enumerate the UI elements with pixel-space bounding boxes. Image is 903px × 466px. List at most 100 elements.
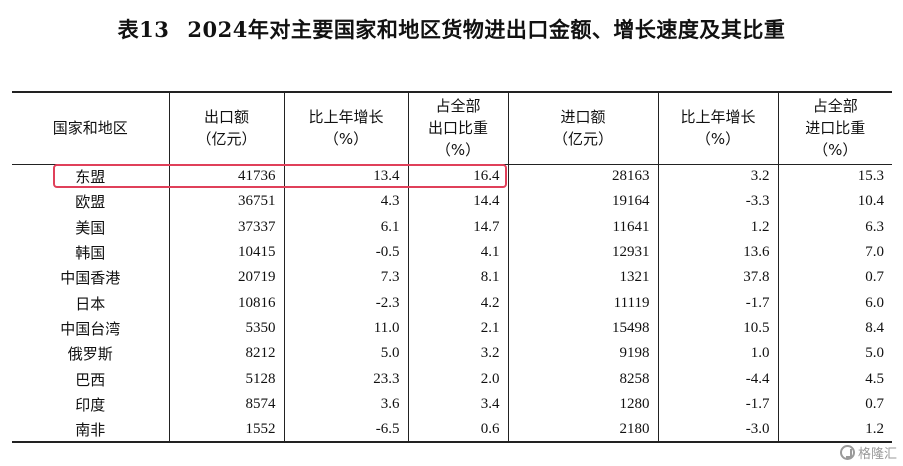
region-cell: 中国台湾 — [60, 319, 121, 338]
export-amount-cell: 8212 — [168, 341, 284, 367]
trade-table: 国家和地区 出口额 （亿元） 比上年增长 （%） 占全部 出口比重 （%） 进口额 （亿元… — [12, 91, 892, 444]
region-cell: 日本 — [75, 294, 106, 313]
import-growth-cell: -1.7 — [657, 290, 778, 316]
export-amount-cell: 10415 — [168, 239, 284, 266]
export-share-cell: 0.6 — [407, 416, 508, 443]
import-growth-cell: -3.3 — [657, 189, 778, 215]
export-amount-cell: 20719 — [168, 265, 284, 291]
import-growth-cell: 1.0 — [657, 341, 778, 367]
export-growth-cell: 5.0 — [283, 341, 408, 367]
region-cell: 东盟 — [75, 168, 106, 187]
import-share-cell: 6.3 — [777, 214, 892, 240]
import-growth-cell: 10.5 — [657, 315, 778, 342]
table-title: 表13 2024年对主要国家和地区货物进出口金额、增长速度及其比重 — [0, 14, 903, 44]
header-row: 国家和地区 出口额 （亿元） 比上年增长 （%） 占全部 出口比重 （%） 进口额 （亿元… — [12, 92, 892, 165]
table-row: 印度 8574 3.6 3.4 1280 -1.7 0.7 — [12, 391, 892, 417]
export-growth-cell: 11.0 — [283, 315, 408, 342]
export-amount-cell: 5350 — [168, 315, 284, 342]
export-amount-cell: 1552 — [168, 416, 284, 443]
region-cell: 印度 — [75, 395, 106, 414]
table-row: 南非 1552 -6.5 0.6 2180 -3.0 1.2 — [12, 416, 892, 443]
table-row: 中国台湾 5350 11.0 2.1 15498 10.5 8.4 — [12, 315, 892, 342]
import-amount-cell: 19164 — [507, 189, 658, 215]
import-amount-cell: 12931 — [507, 239, 658, 266]
region-cell: 中国香港 — [60, 269, 121, 288]
table-body: 东盟 41736 13.4 16.4 28163 3.2 15.3 欧盟 36751 4.3 14.… — [12, 164, 892, 443]
export-growth-cell: 7.3 — [283, 265, 408, 291]
import-share-cell: 5.0 — [777, 341, 892, 367]
header-export-growth: 比上年增长 （%） — [283, 92, 408, 165]
export-growth-cell: -0.5 — [283, 239, 408, 266]
import-share-cell: 4.5 — [777, 366, 892, 392]
import-amount-cell: 1321 — [507, 265, 658, 291]
import-growth-cell: -1.7 — [657, 391, 778, 417]
export-growth-cell: 6.1 — [283, 214, 408, 240]
import-share-cell: 10.4 — [777, 189, 892, 215]
import-amount-cell: 28163 — [507, 164, 658, 190]
header-import-amount: 进口额 （亿元） — [507, 92, 658, 165]
export-amount-cell: 5128 — [168, 366, 284, 392]
import-amount-cell: 11119 — [507, 290, 658, 316]
export-share-cell: 8.1 — [407, 265, 508, 291]
export-amount-cell: 41736 — [168, 164, 284, 190]
import-share-cell: 6.0 — [777, 290, 892, 316]
import-amount-cell: 1280 — [507, 391, 658, 417]
table-row: 日本 10816 -2.3 4.2 11119 -1.7 6.0 — [12, 290, 892, 316]
import-share-cell: 0.7 — [777, 391, 892, 417]
export-amount-cell: 10816 — [168, 290, 284, 316]
region-cell: 欧盟 — [75, 193, 106, 212]
import-amount-cell: 2180 — [507, 416, 658, 443]
export-growth-cell: -6.5 — [283, 416, 408, 443]
region-cell: 美国 — [75, 218, 106, 237]
watermark-text: 格隆汇 — [857, 447, 897, 462]
import-growth-cell: -3.0 — [657, 416, 778, 443]
export-share-cell: 3.2 — [407, 341, 508, 367]
export-share-cell: 2.0 — [407, 366, 508, 392]
import-growth-cell: 3.2 — [657, 164, 778, 190]
export-share-cell: 2.1 — [407, 315, 508, 342]
table-title-text: 2024年对主要国家和地区货物进出口金额、增长速度及其比重 — [187, 17, 786, 42]
import-growth-cell: 1.2 — [657, 214, 778, 240]
export-amount-cell: 36751 — [168, 189, 284, 215]
gelonghui-logo-icon — [839, 445, 855, 460]
header-import-growth: 比上年增长 （%） — [657, 92, 778, 165]
export-share-cell: 14.4 — [407, 189, 508, 215]
import-growth-cell: -4.4 — [657, 366, 778, 392]
region-cell: 俄罗斯 — [67, 345, 113, 364]
export-growth-cell: 23.3 — [283, 366, 408, 392]
table-row: 韩国 10415 -0.5 4.1 12931 13.6 7.0 — [12, 239, 892, 266]
table-number: 表13 — [117, 17, 170, 42]
header-export-amount: 出口额 （亿元） — [168, 92, 284, 165]
export-growth-cell: 4.3 — [283, 189, 408, 215]
export-share-cell: 14.7 — [407, 214, 508, 240]
export-share-cell: 3.4 — [407, 391, 508, 417]
import-share-cell: 0.7 — [777, 265, 892, 291]
export-growth-cell: 3.6 — [283, 391, 408, 417]
export-share-cell: 4.1 — [407, 239, 508, 266]
import-share-cell: 7.0 — [777, 239, 892, 266]
import-share-cell: 15.3 — [777, 164, 892, 190]
export-amount-cell: 8574 — [168, 391, 284, 417]
header-region: 国家和地区 — [12, 92, 169, 165]
table-row: 欧盟 36751 4.3 14.4 19164 -3.3 10.4 — [12, 189, 892, 215]
export-share-cell: 4.2 — [407, 290, 508, 316]
table-row: 东盟 41736 13.4 16.4 28163 3.2 15.3 — [12, 164, 892, 190]
header-import-share: 占全部 进口比重 （%） — [777, 92, 892, 165]
import-amount-cell: 11641 — [507, 214, 658, 240]
import-growth-cell: 37.8 — [657, 265, 778, 291]
import-growth-cell: 13.6 — [657, 239, 778, 266]
import-amount-cell: 8258 — [507, 366, 658, 392]
region-cell: 巴西 — [75, 370, 106, 389]
table-row: 中国香港 20719 7.3 8.1 1321 37.8 0.7 — [12, 265, 892, 291]
import-amount-cell: 9198 — [507, 341, 658, 367]
highlight-box — [53, 164, 507, 188]
export-growth-cell: 13.4 — [283, 164, 408, 190]
import-share-cell: 1.2 — [777, 416, 892, 443]
table-row: 巴西 5128 23.3 2.0 8258 -4.4 4.5 — [12, 366, 892, 392]
region-cell: 韩国 — [75, 244, 106, 263]
export-share-cell: 16.4 — [407, 164, 508, 190]
export-amount-cell: 37337 — [168, 214, 284, 240]
import-share-cell: 8.4 — [777, 315, 892, 342]
table-row: 美国 37337 6.1 14.7 11641 1.2 6.3 — [12, 214, 892, 240]
header-export-share: 占全部 出口比重 （%） — [407, 92, 508, 165]
